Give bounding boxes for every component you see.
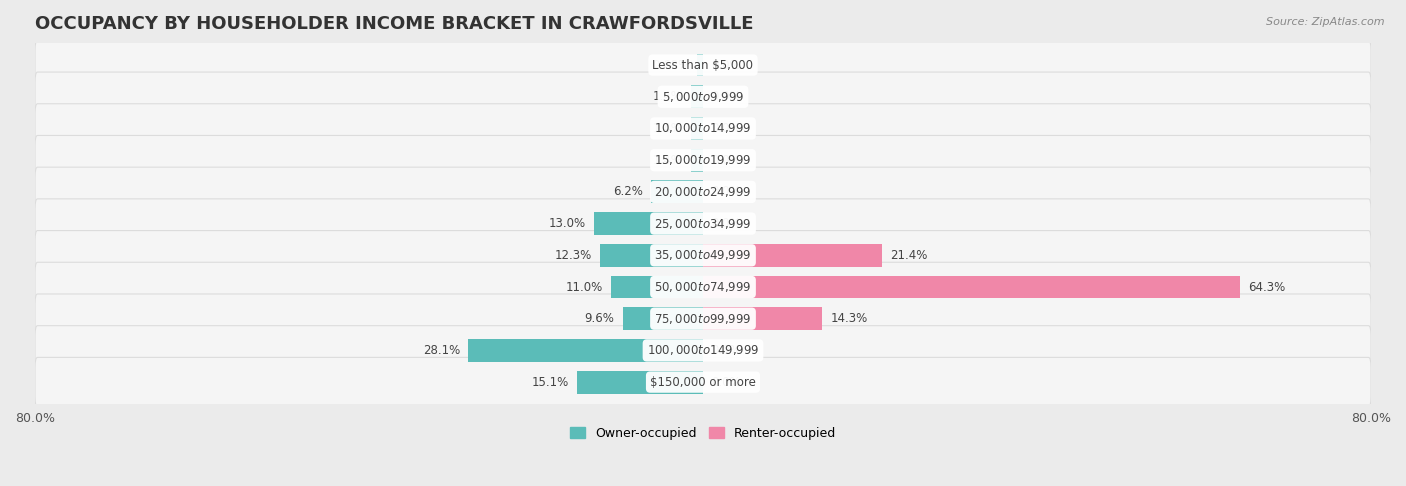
- FancyBboxPatch shape: [35, 72, 1371, 122]
- Bar: [595, 212, 703, 235]
- Bar: [623, 307, 703, 330]
- Bar: [692, 117, 703, 140]
- FancyBboxPatch shape: [35, 326, 1371, 375]
- Text: $100,000 to $149,999: $100,000 to $149,999: [647, 344, 759, 357]
- Text: 1.4%: 1.4%: [652, 154, 683, 167]
- Text: 28.1%: 28.1%: [423, 344, 460, 357]
- Text: 11.0%: 11.0%: [565, 280, 603, 294]
- Legend: Owner-occupied, Renter-occupied: Owner-occupied, Renter-occupied: [565, 422, 841, 445]
- FancyBboxPatch shape: [35, 104, 1371, 153]
- Bar: [703, 244, 882, 267]
- Text: $5,000 to $9,999: $5,000 to $9,999: [662, 90, 744, 104]
- Text: Source: ZipAtlas.com: Source: ZipAtlas.com: [1267, 17, 1385, 27]
- Text: Less than $5,000: Less than $5,000: [652, 59, 754, 71]
- Text: 12.3%: 12.3%: [555, 249, 592, 262]
- Text: 0.0%: 0.0%: [711, 217, 741, 230]
- Bar: [703, 276, 1240, 298]
- Text: 0.68%: 0.68%: [652, 59, 689, 71]
- Text: 14.3%: 14.3%: [831, 312, 868, 325]
- Text: 0.0%: 0.0%: [711, 376, 741, 389]
- Bar: [697, 53, 703, 76]
- FancyBboxPatch shape: [35, 136, 1371, 185]
- FancyBboxPatch shape: [35, 357, 1371, 407]
- FancyBboxPatch shape: [35, 40, 1371, 90]
- Bar: [600, 244, 703, 267]
- Text: 64.3%: 64.3%: [1249, 280, 1285, 294]
- Text: $20,000 to $24,999: $20,000 to $24,999: [654, 185, 752, 199]
- FancyBboxPatch shape: [35, 262, 1371, 312]
- FancyBboxPatch shape: [35, 230, 1371, 280]
- Bar: [651, 180, 703, 203]
- Text: 15.1%: 15.1%: [531, 376, 568, 389]
- FancyBboxPatch shape: [35, 167, 1371, 217]
- FancyBboxPatch shape: [35, 199, 1371, 248]
- Text: 0.0%: 0.0%: [711, 90, 741, 104]
- Bar: [576, 371, 703, 394]
- Text: 0.0%: 0.0%: [711, 122, 741, 135]
- Text: $25,000 to $34,999: $25,000 to $34,999: [654, 217, 752, 230]
- FancyBboxPatch shape: [35, 294, 1371, 344]
- Text: OCCUPANCY BY HOUSEHOLDER INCOME BRACKET IN CRAWFORDSVILLE: OCCUPANCY BY HOUSEHOLDER INCOME BRACKET …: [35, 15, 754, 33]
- Bar: [612, 276, 703, 298]
- Bar: [703, 307, 823, 330]
- Bar: [468, 339, 703, 362]
- Bar: [692, 149, 703, 172]
- Text: $10,000 to $14,999: $10,000 to $14,999: [654, 122, 752, 136]
- Text: $15,000 to $19,999: $15,000 to $19,999: [654, 153, 752, 167]
- Text: 21.4%: 21.4%: [890, 249, 928, 262]
- Text: 1.4%: 1.4%: [652, 90, 683, 104]
- Text: 6.2%: 6.2%: [613, 185, 643, 198]
- Text: 0.0%: 0.0%: [711, 59, 741, 71]
- Text: 0.0%: 0.0%: [711, 185, 741, 198]
- Text: $50,000 to $74,999: $50,000 to $74,999: [654, 280, 752, 294]
- Text: 13.0%: 13.0%: [548, 217, 586, 230]
- Text: 0.0%: 0.0%: [711, 344, 741, 357]
- Text: 9.6%: 9.6%: [585, 312, 614, 325]
- Text: 0.0%: 0.0%: [711, 154, 741, 167]
- Text: $150,000 or more: $150,000 or more: [650, 376, 756, 389]
- Text: $35,000 to $49,999: $35,000 to $49,999: [654, 248, 752, 262]
- Bar: [692, 86, 703, 108]
- Text: $75,000 to $99,999: $75,000 to $99,999: [654, 312, 752, 326]
- Text: 1.4%: 1.4%: [652, 122, 683, 135]
